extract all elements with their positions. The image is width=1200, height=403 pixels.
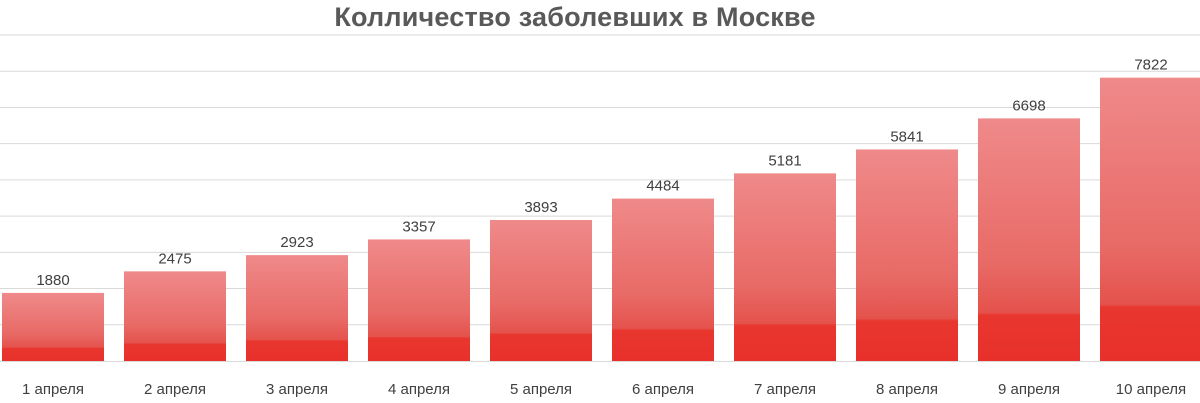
x-tick-label: 3 апреля (266, 381, 328, 398)
data-label: 5181 (768, 152, 801, 169)
x-tick-label: 10 апреля (1116, 381, 1186, 398)
data-label: 1880 (36, 272, 69, 289)
bar (490, 219, 592, 361)
x-tick-label: 8 апреля (876, 381, 938, 398)
x-tick-label: 4 апреля (388, 381, 450, 398)
x-tick-label: 7 апреля (754, 381, 816, 398)
data-labels: 1880 2475 2923 3357 3893 4484 5181 5841 6698 7822 (36, 57, 1167, 289)
bar (978, 118, 1080, 362)
x-axis-tick-labels: 1 апреля 2 апреля 3 апреля 4 апреля 5 апреля… (22, 381, 1186, 398)
bar (612, 198, 714, 361)
bars (2, 77, 1200, 362)
x-tick-label: 1 апреля (22, 381, 84, 398)
gridlines (0, 34, 1200, 362)
data-label: 4484 (646, 178, 679, 195)
x-tick-label: 5 апреля (510, 381, 572, 398)
bar (368, 239, 470, 361)
data-label: 6698 (1012, 97, 1045, 114)
bar (734, 173, 836, 361)
bar (124, 271, 226, 361)
data-label: 3893 (524, 199, 557, 216)
data-label: 7822 (1134, 57, 1167, 74)
x-tick-label: 2 апреля (144, 381, 206, 398)
data-label: 2923 (280, 234, 313, 251)
bar (246, 255, 348, 361)
data-label: 2475 (158, 250, 191, 267)
bar (1100, 77, 1200, 362)
x-tick-label: 6 апреля (632, 381, 694, 398)
chart-title: Колличество заболевших в Москве (334, 2, 816, 32)
x-tick-label: 9 апреля (998, 381, 1060, 398)
bar (2, 292, 104, 361)
data-label: 5841 (890, 128, 923, 145)
data-label: 3357 (402, 218, 435, 235)
bar (856, 149, 958, 361)
